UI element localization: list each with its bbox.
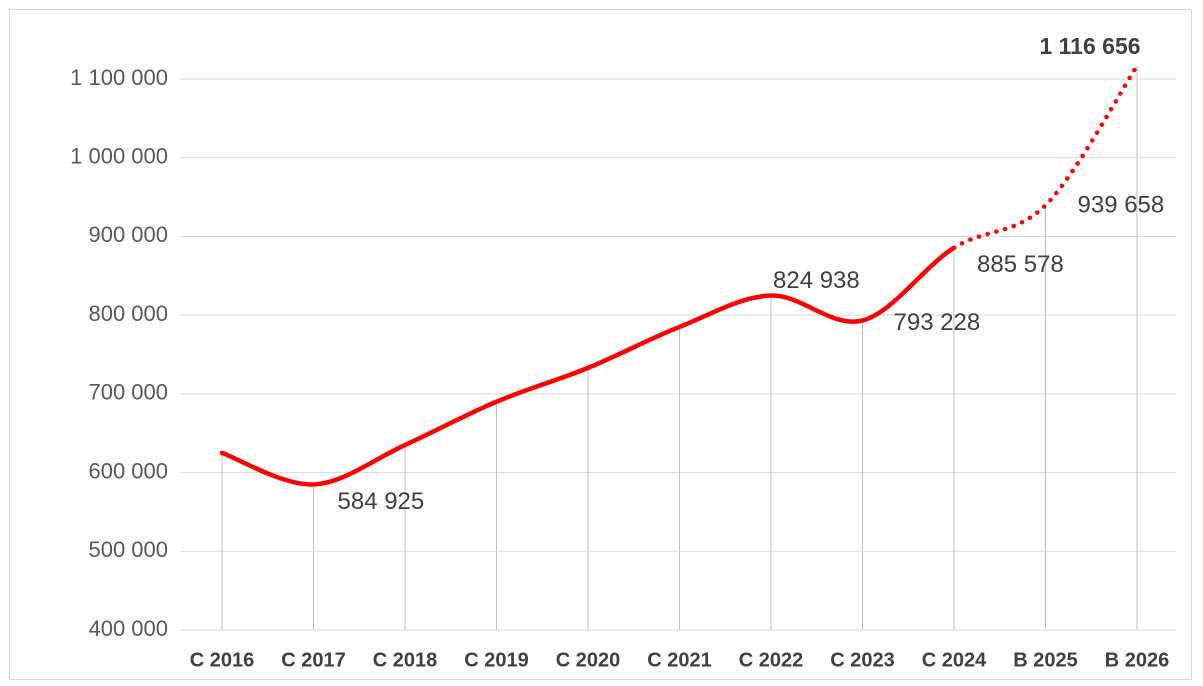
x-tick-label: C 2022 [739, 649, 804, 671]
data-label: 939 658 [1078, 192, 1165, 219]
y-tick-label: 1 100 000 [70, 65, 168, 90]
y-tick-label: 500 000 [88, 537, 168, 562]
data-label: 584 925 [338, 488, 425, 515]
chart-border [9, 9, 1192, 680]
x-tick-label: B 2026 [1105, 649, 1170, 671]
x-tick-label: C 2019 [464, 649, 529, 671]
data-label: 793 228 [894, 309, 981, 336]
x-tick-label: C 2017 [281, 649, 346, 671]
y-tick-label: 900 000 [88, 222, 168, 247]
y-tick-label: 400 000 [88, 616, 168, 641]
line-solid [219, 245, 957, 487]
data-label: 824 938 [773, 267, 860, 294]
x-tick-label: C 2016 [190, 649, 255, 671]
x-tick-label: C 2024 [922, 649, 987, 671]
y-tick-label: 1 000 000 [70, 144, 168, 169]
data-label: 1 116 656 [1039, 33, 1140, 59]
line-dotted [951, 63, 1140, 251]
x-tick-label: C 2018 [373, 649, 438, 671]
y-tick-label: 600 000 [88, 458, 168, 483]
x-tick-label: C 2023 [830, 649, 895, 671]
x-tick-label: C 2021 [647, 649, 712, 671]
y-tick-label: 700 000 [88, 380, 168, 405]
data-label: 885 578 [977, 251, 1064, 278]
x-tick-label: B 2025 [1013, 649, 1078, 671]
x-tick-label: C 2020 [556, 649, 621, 671]
y-tick-label: 800 000 [88, 301, 168, 326]
